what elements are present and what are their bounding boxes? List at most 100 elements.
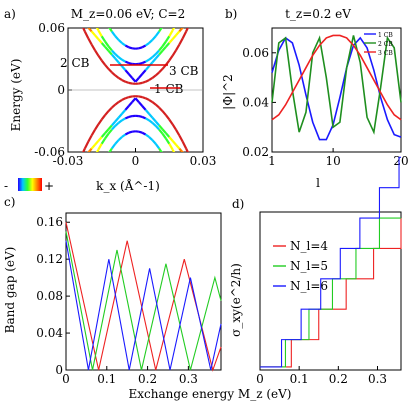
band-2CB-segment xyxy=(141,60,147,65)
band-2CB-segment xyxy=(117,56,123,61)
band-v1-segment xyxy=(145,97,150,101)
band-v2-segment xyxy=(85,171,88,179)
band-v1-segment xyxy=(100,114,106,121)
band-v2-segment xyxy=(121,117,126,122)
series-nl6-line xyxy=(65,240,222,371)
band-2CB-segment xyxy=(82,0,85,1)
band-3CB-segment xyxy=(158,28,163,33)
band-v1-segment xyxy=(171,123,177,131)
band-v1-segment xyxy=(168,118,174,125)
band-3CB-segment xyxy=(95,0,98,6)
band-v2-segment xyxy=(183,171,186,179)
band-surface-segment xyxy=(124,69,130,75)
band-v1-segment xyxy=(114,101,120,106)
band-v3-segment xyxy=(144,133,150,138)
band-v3-segment xyxy=(88,190,91,199)
band-1CB-segment xyxy=(94,49,100,57)
band-v1-segment xyxy=(121,97,126,101)
band-1CB-segment xyxy=(181,30,188,39)
band-2CB-segment xyxy=(128,61,133,65)
band-surface-segment xyxy=(151,57,157,64)
band-2CB-segment xyxy=(154,49,160,55)
band-v3-segment xyxy=(163,154,166,160)
band-vsurface-segment xyxy=(154,120,160,127)
annotation-2cb: 2 CB xyxy=(60,56,90,70)
band-vsurface-segment xyxy=(171,140,177,146)
band-v3-segment xyxy=(121,133,127,138)
band-v2-segment xyxy=(168,143,174,151)
band-vsurface-segment xyxy=(158,124,164,130)
band-surface-segment xyxy=(196,8,199,12)
band-v2-segment xyxy=(95,149,100,152)
colorbar-min-label: - xyxy=(4,179,8,193)
band-3CB-segment xyxy=(124,44,130,49)
band-1CB-segment xyxy=(145,79,150,83)
band-v2-segment xyxy=(176,156,179,163)
band-1CB-segment xyxy=(155,71,160,77)
series-nl5-line xyxy=(65,231,222,371)
panel-label-b: b) xyxy=(225,7,237,21)
band-v2-segment xyxy=(124,115,130,120)
band-v2-segment xyxy=(154,125,160,131)
series-nl4-steps xyxy=(260,218,402,368)
band-surface-segment xyxy=(114,57,120,64)
band-v1-segment xyxy=(148,98,153,103)
band-v2-segment xyxy=(100,137,107,145)
band-3CB-segment xyxy=(117,39,123,44)
band-v3-segment xyxy=(190,221,193,233)
band-3CB-segment xyxy=(154,30,161,37)
panel-b-wavefunction: t_z=0.2 eV |Φ|^2 l 1 10 20 0.02 0.04 0.06 1 CB… xyxy=(221,7,408,190)
band-1CB-segment xyxy=(175,43,181,51)
band-v3-segment xyxy=(124,131,130,136)
band-vsurface-segment xyxy=(121,109,127,115)
band-surface-segment xyxy=(87,28,88,29)
band-1CB-segment xyxy=(107,68,113,74)
band-surface-segment xyxy=(100,42,106,48)
panel-d-xtick-label: 0.3 xyxy=(368,372,387,386)
series-nl6-steps xyxy=(260,156,401,368)
band-3CB-segment xyxy=(141,44,147,49)
band-surface-segment xyxy=(171,34,177,40)
band-vsurface-segment xyxy=(107,124,113,130)
band-1CB-segment xyxy=(171,49,177,57)
band-v2-segment xyxy=(104,133,110,140)
band-v1-segment xyxy=(151,101,157,106)
band-1CB-segment xyxy=(104,64,110,70)
band-surface-segment xyxy=(193,12,196,16)
band-v2-segment xyxy=(158,128,164,135)
band-1CB-segment xyxy=(111,71,116,77)
series-nl5-steps xyxy=(260,217,401,368)
band-v1-segment xyxy=(155,103,160,109)
band-v3-segment xyxy=(173,174,176,182)
panel-a-ytick-label: 0 xyxy=(57,83,65,97)
band-2CB-segment xyxy=(168,29,174,37)
band-surface-segment xyxy=(190,16,193,20)
band-v2-segment xyxy=(114,121,120,127)
band-vsurface-segment xyxy=(117,113,123,119)
band-3CB-segment xyxy=(144,42,150,47)
band-v3-segment xyxy=(128,130,133,134)
band-v2-segment xyxy=(179,163,182,171)
band-surface-segment xyxy=(94,34,100,40)
band-surface-segment xyxy=(175,30,181,36)
band-vsurface-segment xyxy=(68,172,71,176)
band-v2-segment xyxy=(111,125,117,131)
band-vsurface-segment xyxy=(168,136,174,142)
panel-a-xlabel: k_x (Å^-1) xyxy=(96,178,160,193)
panel-a-xtick-label: -0.03 xyxy=(53,154,84,168)
band-vsurface-segment xyxy=(71,168,74,172)
band-vsurface-segment xyxy=(148,113,154,119)
band-surface-segment xyxy=(141,69,147,75)
band-2CB-segment xyxy=(161,40,167,47)
panel-a-ytick-label: -0.06 xyxy=(34,145,65,159)
band-v2-segment xyxy=(128,115,133,119)
band-v2-segment xyxy=(148,119,154,124)
band-surface-segment xyxy=(107,50,113,56)
band-vsurface-segment xyxy=(87,151,88,152)
band-v2-segment xyxy=(190,187,193,196)
panel-label-a: a) xyxy=(4,7,16,21)
band-v3-segment xyxy=(92,182,95,191)
band-1CB-segment xyxy=(90,43,96,51)
band-v2-segment xyxy=(200,217,203,228)
band-2CB-segment xyxy=(138,61,143,65)
